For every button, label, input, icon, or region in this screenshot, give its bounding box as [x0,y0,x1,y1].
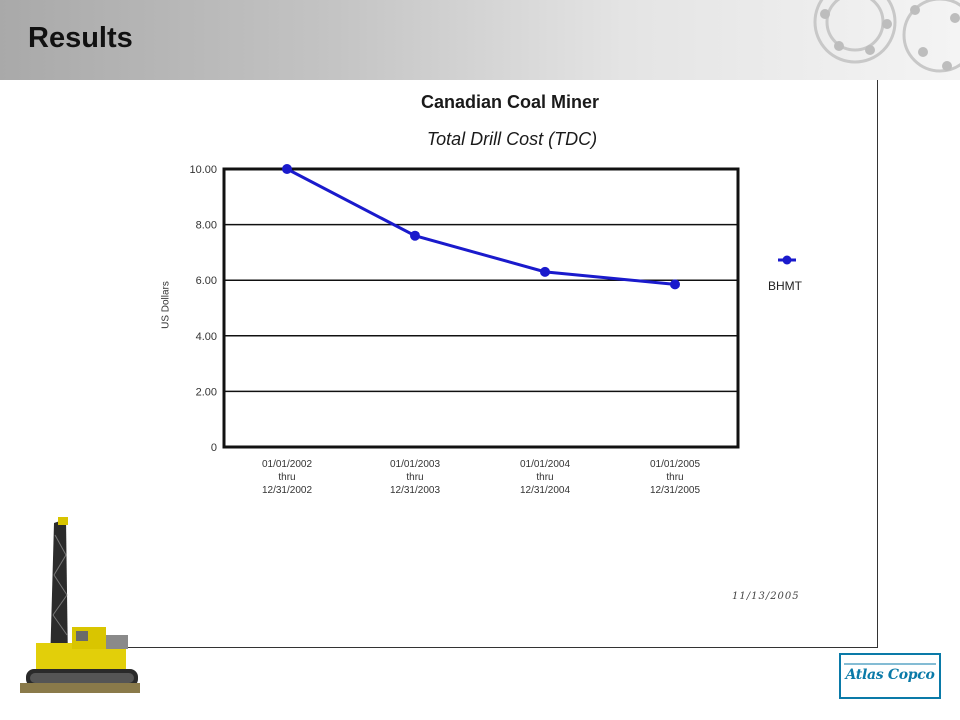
plot-area [224,169,738,447]
logo-wordmark: Atlas Copco [845,667,935,683]
data-point [282,164,292,174]
drill-rig-image [20,515,140,700]
y-tick-label: 4.00 [196,331,217,343]
chart-title: Canadian Coal Miner [420,92,600,112]
x-tick-label: 12/31/2004 [520,485,570,496]
x-tick-label: thru [666,472,683,483]
data-point [540,266,550,277]
y-tick-label: 2.00 [196,386,217,398]
x-tick-label: 01/01/2004 [520,459,570,470]
x-tick-label: thru [278,472,295,483]
chart-subtitle: Total Drill Cost (TDC) [426,129,598,149]
x-tick-label: thru [536,472,553,483]
x-tick-label: 12/31/2005 [650,485,700,496]
x-tick-label: 01/01/2003 [390,459,440,470]
data-point [410,230,420,241]
y-tick-label: 10.00 [189,164,217,176]
x-tick-label: 01/01/2002 [262,459,312,470]
frame-right-border [877,80,878,648]
date-stamp: 11/13/2005 [732,591,800,602]
y-tick-label: 8.00 [196,220,217,232]
drill-bit-graphic [795,0,960,82]
y-tick-label: 0 [211,442,217,454]
atlas-copco-logo: Atlas Copco [836,650,944,702]
plot-border [222,167,740,449]
y-tick-label: 6.00 [196,275,217,287]
series-line [286,167,676,286]
x-tick-label: 12/31/2002 [262,485,312,496]
header-bar [0,0,960,80]
x-tick-label: thru [406,472,423,483]
data-point [670,279,680,290]
page-title: Results [28,22,133,54]
legend-marker-dot [782,255,792,265]
x-tick-label: 01/01/2005 [650,459,700,470]
frame-bottom-border [118,647,878,648]
legend-label: BHMT [768,279,802,293]
x-tick-label: 12/31/2003 [390,485,440,496]
